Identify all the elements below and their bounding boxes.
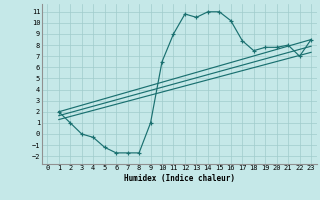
X-axis label: Humidex (Indice chaleur): Humidex (Indice chaleur) xyxy=(124,174,235,183)
